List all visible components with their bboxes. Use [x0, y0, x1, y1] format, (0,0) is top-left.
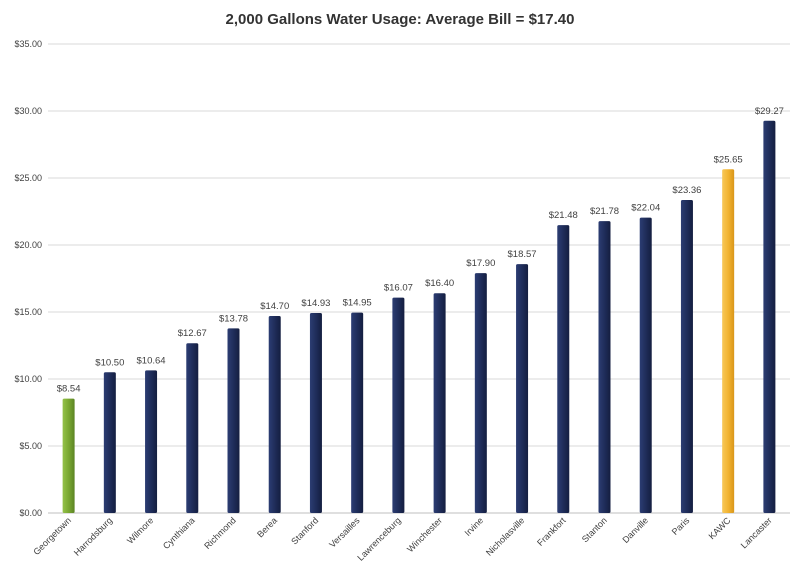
- y-tick-label: $5.00: [19, 441, 42, 451]
- data-label-nicholasville: $18.57: [508, 249, 537, 260]
- y-tick-label: $30.00: [14, 106, 42, 116]
- bar-berea: [268, 316, 281, 513]
- bar-harrodsburg: [103, 372, 116, 513]
- category-label-versailles: Versailles: [327, 515, 362, 550]
- data-label-versailles: $14.95: [343, 298, 372, 309]
- bar-kawc: [722, 169, 735, 514]
- category-label-stanton: Stanton: [580, 515, 609, 544]
- data-label-harrodsburg: $10.50: [95, 357, 124, 368]
- bar-stanton: [598, 221, 611, 513]
- category-label-paris: Paris: [670, 515, 692, 537]
- data-label-frankfort: $21.48: [549, 210, 578, 221]
- bar-georgetown: [62, 398, 75, 513]
- category-label-lancaster: Lancaster: [739, 515, 774, 550]
- data-labels: $8.54 $10.50 $10.64 $12.67 $13.78 $14.70 $14.9…: [57, 106, 784, 395]
- bar-irvine: [474, 273, 487, 513]
- y-tick-label: $25.00: [14, 173, 42, 183]
- data-label-irvine: $17.90: [466, 258, 495, 269]
- data-label-lawrenceburg: $16.07: [384, 283, 413, 294]
- bar-stanford: [309, 312, 322, 513]
- bar-danville: [639, 217, 652, 513]
- data-label-danville: $22.04: [631, 203, 660, 214]
- chart-title: 2,000 Gallons Water Usage: Average Bill …: [226, 11, 575, 28]
- data-label-stanton: $21.78: [590, 206, 619, 217]
- y-tick-label: $10.00: [14, 374, 42, 384]
- bar-wilmore: [145, 370, 158, 513]
- bar-richmond: [227, 328, 240, 513]
- bars: [62, 120, 776, 514]
- bar-versailles: [351, 312, 364, 513]
- category-label-frankfort: Frankfort: [535, 515, 568, 548]
- data-label-kawc: $25.65: [714, 154, 743, 165]
- y-tick-label: $35.00: [14, 39, 42, 49]
- bar-cynthiana: [186, 343, 199, 513]
- data-label-cynthiana: $12.67: [178, 328, 207, 339]
- category-label-cynthiana: Cynthiana: [161, 515, 197, 551]
- data-label-richmond: $13.78: [219, 313, 248, 324]
- category-label-richmond: Richmond: [202, 515, 238, 551]
- bar-nicholasville: [516, 264, 529, 513]
- category-label-lawrenceburg: Lawrenceburg: [355, 515, 402, 562]
- category-label-wilmore: Wilmore: [125, 515, 155, 545]
- y-tick-label: $0.00: [19, 508, 42, 518]
- y-tick-label: $20.00: [14, 240, 42, 250]
- data-label-wilmore: $10.64: [137, 355, 166, 366]
- bar-winchester: [433, 293, 446, 513]
- y-tick-label: $15.00: [14, 307, 42, 317]
- bar-lawrenceburg: [392, 297, 405, 513]
- category-label-winchester: Winchester: [405, 515, 444, 554]
- category-label-irvine: Irvine: [463, 515, 486, 538]
- bar-paris: [680, 199, 693, 513]
- data-label-stanford: $14.93: [301, 298, 330, 309]
- data-label-berea: $14.70: [260, 301, 289, 312]
- data-label-lancaster: $29.27: [755, 106, 784, 117]
- bar-frankfort: [557, 225, 570, 513]
- category-label-danville: Danville: [620, 515, 650, 545]
- category-label-kawc: KAWC: [707, 515, 733, 541]
- category-label-harrodsburg: Harrodsburg: [72, 515, 114, 557]
- category-label-stanford: Stanford: [289, 515, 320, 546]
- data-label-paris: $23.36: [672, 185, 701, 196]
- y-axis-ticks: $0.00 $5.00 $10.00 $15.00 $20.00 $25.00 $30.00…: [14, 39, 42, 518]
- category-label-berea: Berea: [255, 515, 279, 539]
- category-label-nicholasville: Nicholasville: [484, 515, 526, 557]
- gridlines: [48, 43, 790, 514]
- data-label-georgetown: $8.54: [57, 384, 81, 395]
- category-label-georgetown: Georgetown: [31, 515, 73, 557]
- bar-lancaster: [763, 120, 776, 514]
- data-label-winchester: $16.40: [425, 278, 454, 289]
